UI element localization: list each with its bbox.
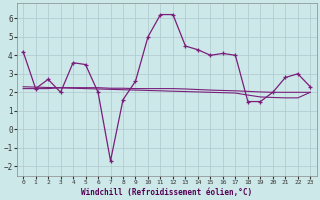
X-axis label: Windchill (Refroidissement éolien,°C): Windchill (Refroidissement éolien,°C) — [81, 188, 252, 197]
